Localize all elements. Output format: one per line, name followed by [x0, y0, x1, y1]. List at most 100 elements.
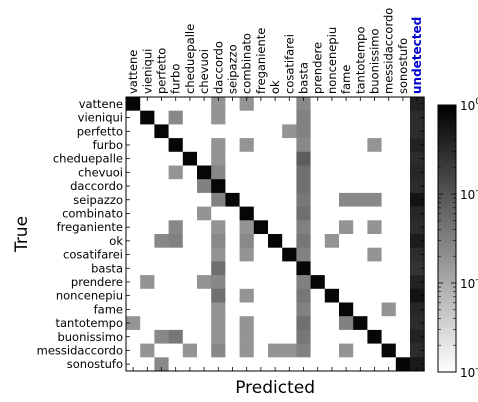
- heatmap-cell: [296, 138, 311, 153]
- heatmap-cell: [197, 165, 212, 180]
- heatmap-cell: [182, 234, 198, 248]
- heatmap-cell: [225, 165, 240, 180]
- heatmap-cell: [239, 234, 255, 248]
- heatmap-cell: [268, 206, 283, 221]
- heatmap-cell: [324, 316, 340, 331]
- heatmap-cell: [381, 329, 397, 344]
- heatmap-cell: [239, 357, 255, 372]
- heatmap-cell: [381, 220, 397, 235]
- heatmap-cell: [154, 124, 169, 139]
- heatmap-cell: [211, 316, 226, 331]
- heatmap-cell: [211, 97, 226, 111]
- heatmap-cell: [168, 138, 184, 153]
- heatmap-cell: [310, 179, 326, 194]
- heatmap-cell: [239, 329, 255, 344]
- heatmap-cell: [353, 343, 368, 358]
- heatmap-cell: [239, 151, 255, 166]
- heatmap-cell: [168, 247, 184, 262]
- heatmap-cell: [310, 302, 326, 317]
- heatmap-cell: [353, 275, 368, 290]
- heatmap-cell: [381, 261, 397, 276]
- heatmap-cell: [310, 247, 326, 262]
- heatmap-cell: [296, 329, 311, 344]
- heatmap-cell: [410, 206, 425, 221]
- heatmap-cell: [410, 302, 425, 317]
- heatmap-cell: [310, 316, 326, 331]
- row-label: fame: [94, 302, 123, 316]
- heatmap-cell: [154, 329, 169, 344]
- heatmap-cell: [168, 234, 184, 248]
- heatmap-cell: [367, 329, 382, 344]
- heatmap-cell: [268, 234, 283, 248]
- heatmap-cell: [367, 302, 382, 317]
- heatmap-cell: [154, 220, 169, 235]
- heatmap-cell: [367, 357, 382, 372]
- heatmap-cell: [154, 138, 169, 153]
- heatmap-cell: [211, 165, 226, 180]
- heatmap-cell: [225, 234, 240, 248]
- heatmap-cell: [211, 138, 226, 153]
- heatmap-cell: [367, 179, 382, 194]
- heatmap-cell: [126, 247, 141, 262]
- heatmap-cell: [126, 192, 141, 207]
- heatmap-cell: [268, 192, 283, 207]
- heatmap-cell: [395, 275, 411, 290]
- heatmap-cell: [126, 316, 141, 331]
- heatmap-cell: [197, 288, 212, 303]
- heatmap-cell: [225, 316, 240, 331]
- heatmap-cell: [197, 151, 212, 166]
- heatmap-cell: [253, 329, 269, 344]
- heatmap-cell: [154, 234, 169, 248]
- heatmap-cell: [168, 179, 184, 194]
- heatmap-cell: [339, 151, 354, 166]
- heatmap-cell: [282, 288, 297, 303]
- heatmap-cell: [296, 247, 311, 262]
- heatmap-cell: [410, 343, 425, 358]
- heatmap-cell: [268, 179, 283, 194]
- heatmap-cell: [211, 329, 226, 344]
- heatmap-cell: [239, 165, 255, 180]
- heatmap-cell: [182, 302, 198, 317]
- heatmap-cell: [381, 165, 397, 180]
- heatmap-cell: [225, 179, 240, 194]
- heatmap-cell: [324, 220, 340, 235]
- heatmap-cell: [367, 165, 382, 180]
- heatmap-cell: [126, 97, 141, 111]
- heatmap-cell: [410, 165, 425, 180]
- column-label: daccordo: [211, 41, 225, 94]
- heatmap-cell: [197, 110, 212, 125]
- heatmap-cell: [353, 206, 368, 221]
- heatmap-cell: [268, 151, 283, 166]
- heatmap-cell: [282, 110, 297, 125]
- heatmap-cell: [296, 151, 311, 166]
- heatmap-cell: [381, 343, 397, 358]
- heatmap-cell: [154, 288, 169, 303]
- heatmap-cell: [211, 247, 226, 262]
- heatmap-cell: [211, 302, 226, 317]
- heatmap-cell: [353, 288, 368, 303]
- heatmap-cell: [310, 138, 326, 153]
- column-label: chevuoi: [197, 49, 211, 94]
- heatmap-cell: [197, 357, 212, 372]
- heatmap-cell: [410, 97, 425, 111]
- heatmap-cell: [324, 275, 340, 290]
- heatmap-cell: [296, 206, 311, 221]
- heatmap-cell: [154, 247, 169, 262]
- heatmap-cell: [410, 110, 425, 125]
- heatmap-cell: [339, 110, 354, 125]
- heatmap-cell: [168, 206, 184, 221]
- heatmap-cell: [253, 302, 269, 317]
- heatmap-cell: [410, 234, 425, 248]
- heatmap-cell: [381, 192, 397, 207]
- colorbar-ticks: 100 10-1 10-2 10-3: [438, 97, 478, 380]
- heatmap-cell: [381, 206, 397, 221]
- heatmap-cell: [239, 275, 255, 290]
- heatmap-cell: [126, 206, 141, 221]
- heatmap-cell: [126, 288, 141, 303]
- heatmap-cell: [211, 206, 226, 221]
- heatmap-cell: [310, 234, 326, 248]
- heatmap-cell: [395, 165, 411, 180]
- heatmap-cell: [296, 302, 311, 317]
- heatmap-cell: [239, 302, 255, 317]
- heatmap-cell: [126, 110, 141, 125]
